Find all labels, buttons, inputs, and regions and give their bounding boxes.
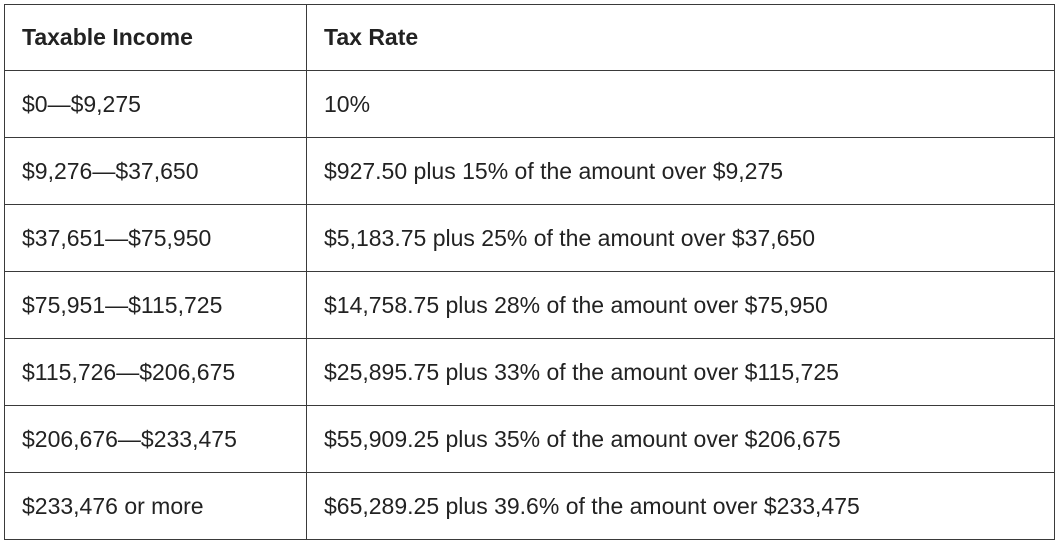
taxable-income-cell: $37,651—$75,950 bbox=[4, 204, 307, 272]
header-tax-rate: Tax Rate bbox=[306, 4, 1055, 71]
tax-rate-cell: $65,289.25 plus 39.6% of the amount over… bbox=[306, 472, 1055, 540]
taxable-income-cell: $9,276—$37,650 bbox=[4, 137, 307, 205]
tax-rate-cell: $14,758.75 plus 28% of the amount over $… bbox=[306, 271, 1055, 339]
table-row: $115,726—$206,675 $25,895.75 plus 33% of… bbox=[4, 338, 1055, 406]
taxable-income-cell: $233,476 or more bbox=[4, 472, 307, 540]
tax-rate-cell: $927.50 plus 15% of the amount over $9,2… bbox=[306, 137, 1055, 205]
taxable-income-cell: $206,676—$233,475 bbox=[4, 405, 307, 473]
table-row: $75,951—$115,725 $14,758.75 plus 28% of … bbox=[4, 271, 1055, 339]
tax-rate-cell: $5,183.75 plus 25% of the amount over $3… bbox=[306, 204, 1055, 272]
tax-rate-cell: 10% bbox=[306, 70, 1055, 138]
table-header-row: Taxable Income Tax Rate bbox=[4, 4, 1055, 71]
table-row: $37,651—$75,950 $5,183.75 plus 25% of th… bbox=[4, 204, 1055, 272]
taxable-income-cell: $0—$9,275 bbox=[4, 70, 307, 138]
taxable-income-cell: $115,726—$206,675 bbox=[4, 338, 307, 406]
taxable-income-cell: $75,951—$115,725 bbox=[4, 271, 307, 339]
tax-rate-cell: $25,895.75 plus 33% of the amount over $… bbox=[306, 338, 1055, 406]
tax-bracket-table-container: Taxable Income Tax Rate $0—$9,275 10% $9… bbox=[4, 4, 1055, 540]
tax-rate-cell: $55,909.25 plus 35% of the amount over $… bbox=[306, 405, 1055, 473]
table-row: $0—$9,275 10% bbox=[4, 70, 1055, 138]
header-taxable-income: Taxable Income bbox=[4, 4, 307, 71]
table-row: $206,676—$233,475 $55,909.25 plus 35% of… bbox=[4, 405, 1055, 473]
table-row: $233,476 or more $65,289.25 plus 39.6% o… bbox=[4, 472, 1055, 540]
table-row: $9,276—$37,650 $927.50 plus 15% of the a… bbox=[4, 137, 1055, 205]
tax-bracket-table: Taxable Income Tax Rate $0—$9,275 10% $9… bbox=[4, 4, 1055, 540]
